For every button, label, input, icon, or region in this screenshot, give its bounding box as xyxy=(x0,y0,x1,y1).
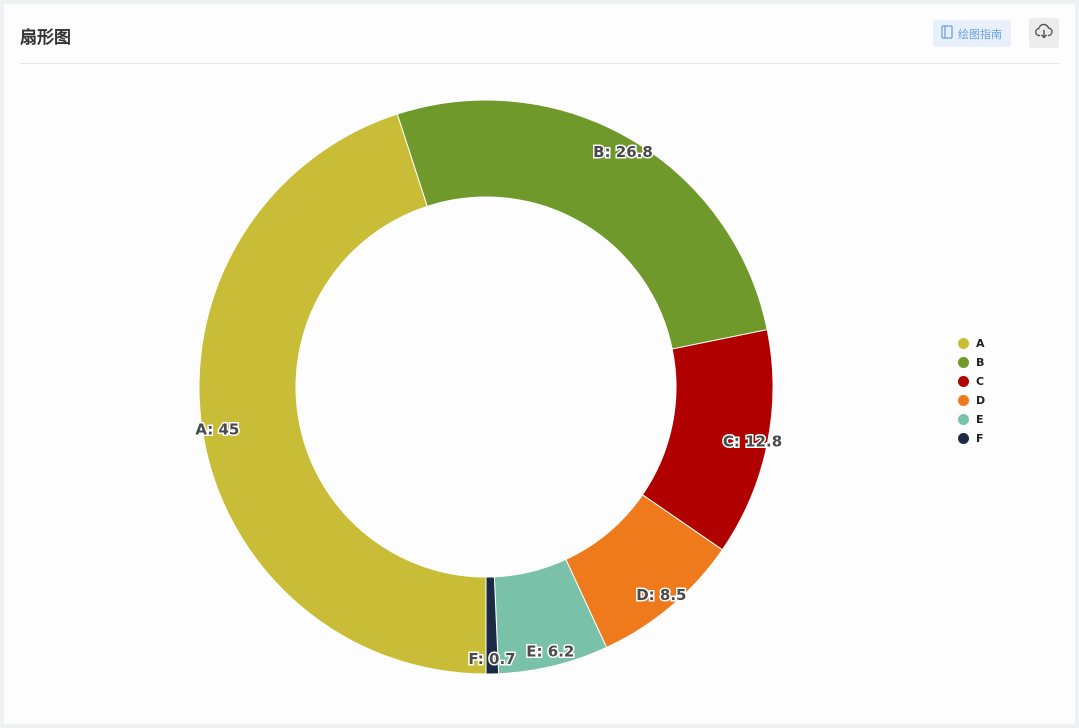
legend-swatch xyxy=(958,338,969,349)
legend-label: E xyxy=(976,413,984,426)
drawing-guide-label: 绘图指南 xyxy=(958,27,1002,41)
slice-label-b: B: 26.8 xyxy=(593,143,653,161)
legend-item-c[interactable]: C xyxy=(958,372,985,391)
legend-swatch xyxy=(958,357,969,368)
legend-label: C xyxy=(976,375,985,388)
slice-label-d: D: 8.5 xyxy=(636,586,686,604)
legend-item-a[interactable]: A xyxy=(958,334,985,353)
legend-label: F xyxy=(976,432,984,445)
legend-label: B xyxy=(976,356,985,369)
slice-label-c: C: 12.8 xyxy=(723,432,782,450)
pie-slice-a[interactable] xyxy=(198,113,487,675)
legend-label: D xyxy=(976,394,986,407)
slice-label-e: E: 6.2 xyxy=(526,642,574,660)
legend-item-e[interactable]: E xyxy=(958,410,985,429)
legend-swatch xyxy=(958,414,969,425)
legend-item-d[interactable]: D xyxy=(958,391,985,410)
legend-item-b[interactable]: B xyxy=(958,353,985,372)
pie-slice-f[interactable] xyxy=(485,576,500,675)
legend-swatch xyxy=(958,395,969,406)
book-icon xyxy=(941,25,953,42)
legend-swatch xyxy=(958,433,969,444)
download-button[interactable] xyxy=(1029,18,1059,48)
panel-header: 扇形图 绘图指南 xyxy=(20,4,1059,64)
slice-label-f: F: 0.7 xyxy=(468,650,515,668)
drawing-guide-button[interactable]: 绘图指南 xyxy=(933,20,1011,47)
legend-item-f[interactable]: F xyxy=(958,429,985,448)
page-title: 扇形图 xyxy=(20,28,71,48)
slice-label-a: A: 45 xyxy=(195,421,239,439)
legend-label: A xyxy=(976,337,985,350)
cloud-download-icon xyxy=(1034,23,1054,43)
pie-slice-b[interactable] xyxy=(396,99,768,350)
legend-swatch xyxy=(958,376,969,387)
